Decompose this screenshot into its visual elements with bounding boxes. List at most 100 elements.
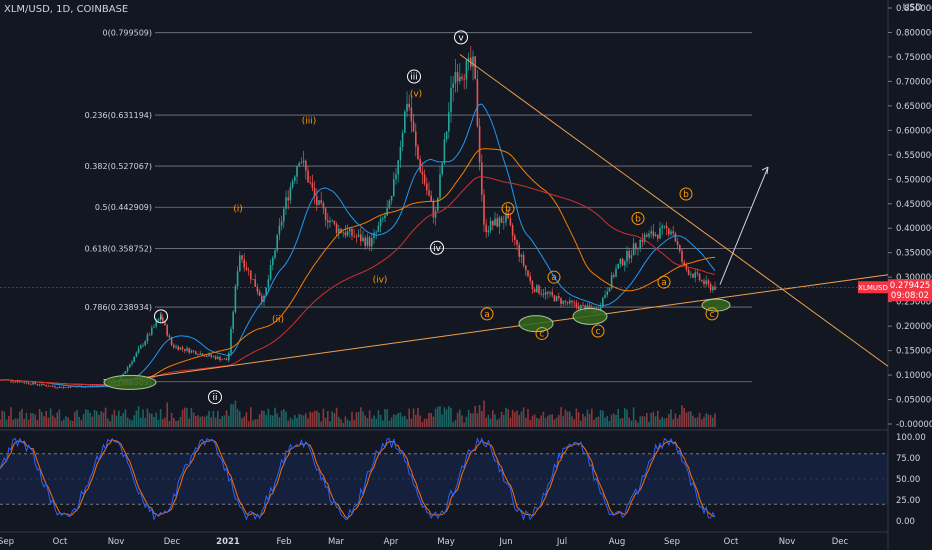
candle [696, 272, 699, 274]
candle [544, 291, 547, 295]
volume-bar [692, 415, 694, 427]
wave-label: a [547, 270, 561, 284]
candle [274, 250, 276, 258]
candle [195, 351, 197, 355]
volume-bar [263, 410, 265, 427]
candle [683, 261, 685, 265]
volume-bar [555, 417, 558, 427]
volume-bar [208, 411, 210, 427]
volume-bar [65, 416, 67, 427]
volume-bar [69, 420, 72, 427]
candle [239, 255, 241, 272]
candle [421, 171, 424, 175]
candle [98, 385, 100, 387]
candle [19, 381, 21, 383]
candle [140, 345, 142, 349]
candle [197, 354, 199, 356]
volume-bar [406, 419, 408, 427]
x-tick-label: Sep [664, 537, 680, 547]
volume-bar [509, 417, 512, 427]
wave-circle [547, 270, 561, 284]
candle [349, 228, 351, 232]
volume-bar [56, 412, 58, 427]
volume-bar [648, 421, 650, 427]
candle [338, 228, 340, 233]
candle [302, 160, 305, 163]
volume-bar [63, 419, 65, 427]
candle [208, 354, 210, 357]
volume-bar [221, 416, 223, 427]
volume-bar [393, 414, 395, 427]
volume-bar [155, 412, 157, 427]
volume-bar [76, 409, 78, 427]
volume-bar [551, 414, 553, 427]
volume-bar [78, 416, 80, 427]
volume-bar [542, 411, 545, 427]
volume-bar [283, 408, 285, 427]
candle [186, 348, 188, 351]
wave-circle [591, 324, 605, 338]
candle [142, 345, 144, 347]
candle [386, 208, 388, 216]
candle [102, 385, 105, 386]
candle [236, 271, 239, 287]
wave-text: (v) [410, 90, 422, 100]
volume-bar [335, 407, 338, 427]
volume-bar [450, 407, 452, 427]
volume-bar [602, 410, 604, 427]
volume-bar [690, 411, 692, 427]
volume-bar [291, 419, 294, 427]
volume-bar [177, 420, 179, 427]
candle [82, 386, 85, 388]
candle [331, 220, 333, 222]
volume-bar [140, 417, 142, 427]
candle [300, 162, 303, 164]
volume-bar [549, 414, 551, 427]
candle [247, 269, 250, 271]
volume-bar [404, 415, 406, 427]
volume-bar [144, 417, 146, 427]
volume-bar [313, 410, 316, 427]
wave-circle [480, 307, 494, 321]
volume-bar [465, 416, 468, 427]
volume-bar [362, 411, 364, 427]
candle [474, 56, 476, 80]
volume-bar [615, 414, 617, 427]
candle [272, 257, 274, 265]
volume-bar [641, 416, 644, 427]
volume-bar [8, 415, 10, 427]
volume-bar [397, 412, 399, 427]
candle [452, 83, 454, 88]
candle [333, 220, 336, 225]
candle [531, 281, 534, 289]
volume-bar [681, 405, 683, 427]
volume-bar [214, 417, 217, 427]
candle [67, 387, 69, 388]
candle [406, 103, 408, 112]
volume-bar [538, 418, 540, 427]
volume-bar [102, 412, 105, 427]
candle [219, 356, 221, 361]
candle [551, 292, 553, 296]
volume-bar [421, 422, 424, 427]
volume-bar [674, 413, 677, 427]
volume-bar [203, 416, 206, 427]
volume-bar [316, 410, 318, 427]
volume-bar [49, 408, 52, 427]
wave-label: b [631, 211, 645, 225]
volume-bar [278, 417, 281, 427]
candle [34, 382, 36, 385]
volume-bar [54, 417, 56, 427]
candle [36, 384, 39, 385]
projection-arrow [719, 166, 769, 285]
volume-bar [98, 415, 100, 427]
volume-bar [188, 418, 190, 427]
volume-bar [296, 418, 298, 427]
volume-bar [434, 408, 437, 427]
volume-bar [302, 415, 305, 427]
volume-bar [329, 421, 331, 427]
volume-bar [289, 417, 292, 427]
candle [47, 386, 50, 387]
